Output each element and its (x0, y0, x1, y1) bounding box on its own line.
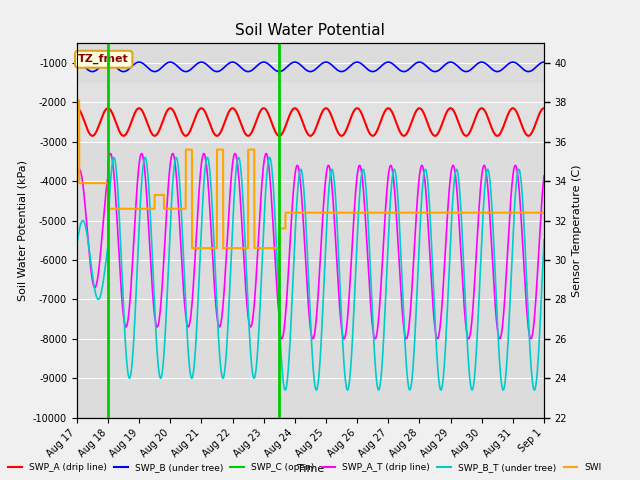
Y-axis label: Sensor Temperature (C): Sensor Temperature (C) (572, 164, 582, 297)
Legend: SWP_A (drip line), SWP_B (under tree), SWP_C (open), SWP_A_T (drip line), SWP_B_: SWP_A (drip line), SWP_B (under tree), S… (4, 459, 605, 476)
Title: Soil Water Potential: Soil Water Potential (236, 23, 385, 38)
X-axis label: Time: Time (297, 465, 324, 474)
Text: TZ_fmet: TZ_fmet (78, 54, 129, 64)
Bar (77, 83, 544, 142)
Y-axis label: Soil Water Potential (kPa): Soil Water Potential (kPa) (17, 160, 28, 301)
